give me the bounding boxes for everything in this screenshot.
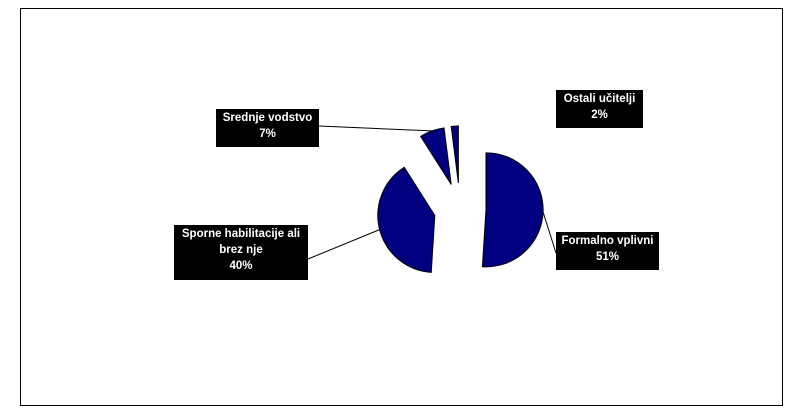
label-ostali-ucitelji: Ostali učitelji 2% (556, 90, 643, 128)
label-sporne-habilitacije: Sporne habilitacije ali brez nje 40% (174, 225, 308, 280)
label-srednje-vodstvo-name: Srednje vodstvo (222, 112, 313, 124)
slice-srednje-vodstvo-leader-line (318, 125, 432, 132)
slice-sporne-habilitacije-leader-line (307, 229, 380, 260)
slice-srednje-vodstvo (419, 127, 452, 185)
label-ostali-ucitelji-name: Ostali učitelji (563, 93, 636, 105)
label-sporne-habilitacije-name: Sporne habilitacije ali brez nje (181, 228, 301, 256)
slice-ostali-ucitelji (450, 125, 459, 184)
label-ostali-ucitelji-value: 2% (591, 109, 608, 121)
label-formalno-vplivni-name: Formalno vplivni (561, 235, 654, 247)
pie-chart (307, 125, 557, 273)
label-formalno-vplivni: Formalno vplivni 51% (556, 232, 659, 270)
chart-frame: Formalno vplivni 51% Sporne habilitacije… (20, 8, 783, 406)
slice-formalno-vplivni-leader-line (542, 211, 557, 254)
slice-formalno-vplivni (481, 152, 544, 268)
slice-sporne-habilitacije (377, 166, 436, 273)
label-sporne-habilitacije-value: 40% (229, 260, 253, 272)
label-formalno-vplivni-value: 51% (595, 251, 620, 263)
label-srednje-vodstvo: Srednje vodstvo 7% (216, 109, 319, 147)
label-srednje-vodstvo-value: 7% (259, 128, 276, 140)
